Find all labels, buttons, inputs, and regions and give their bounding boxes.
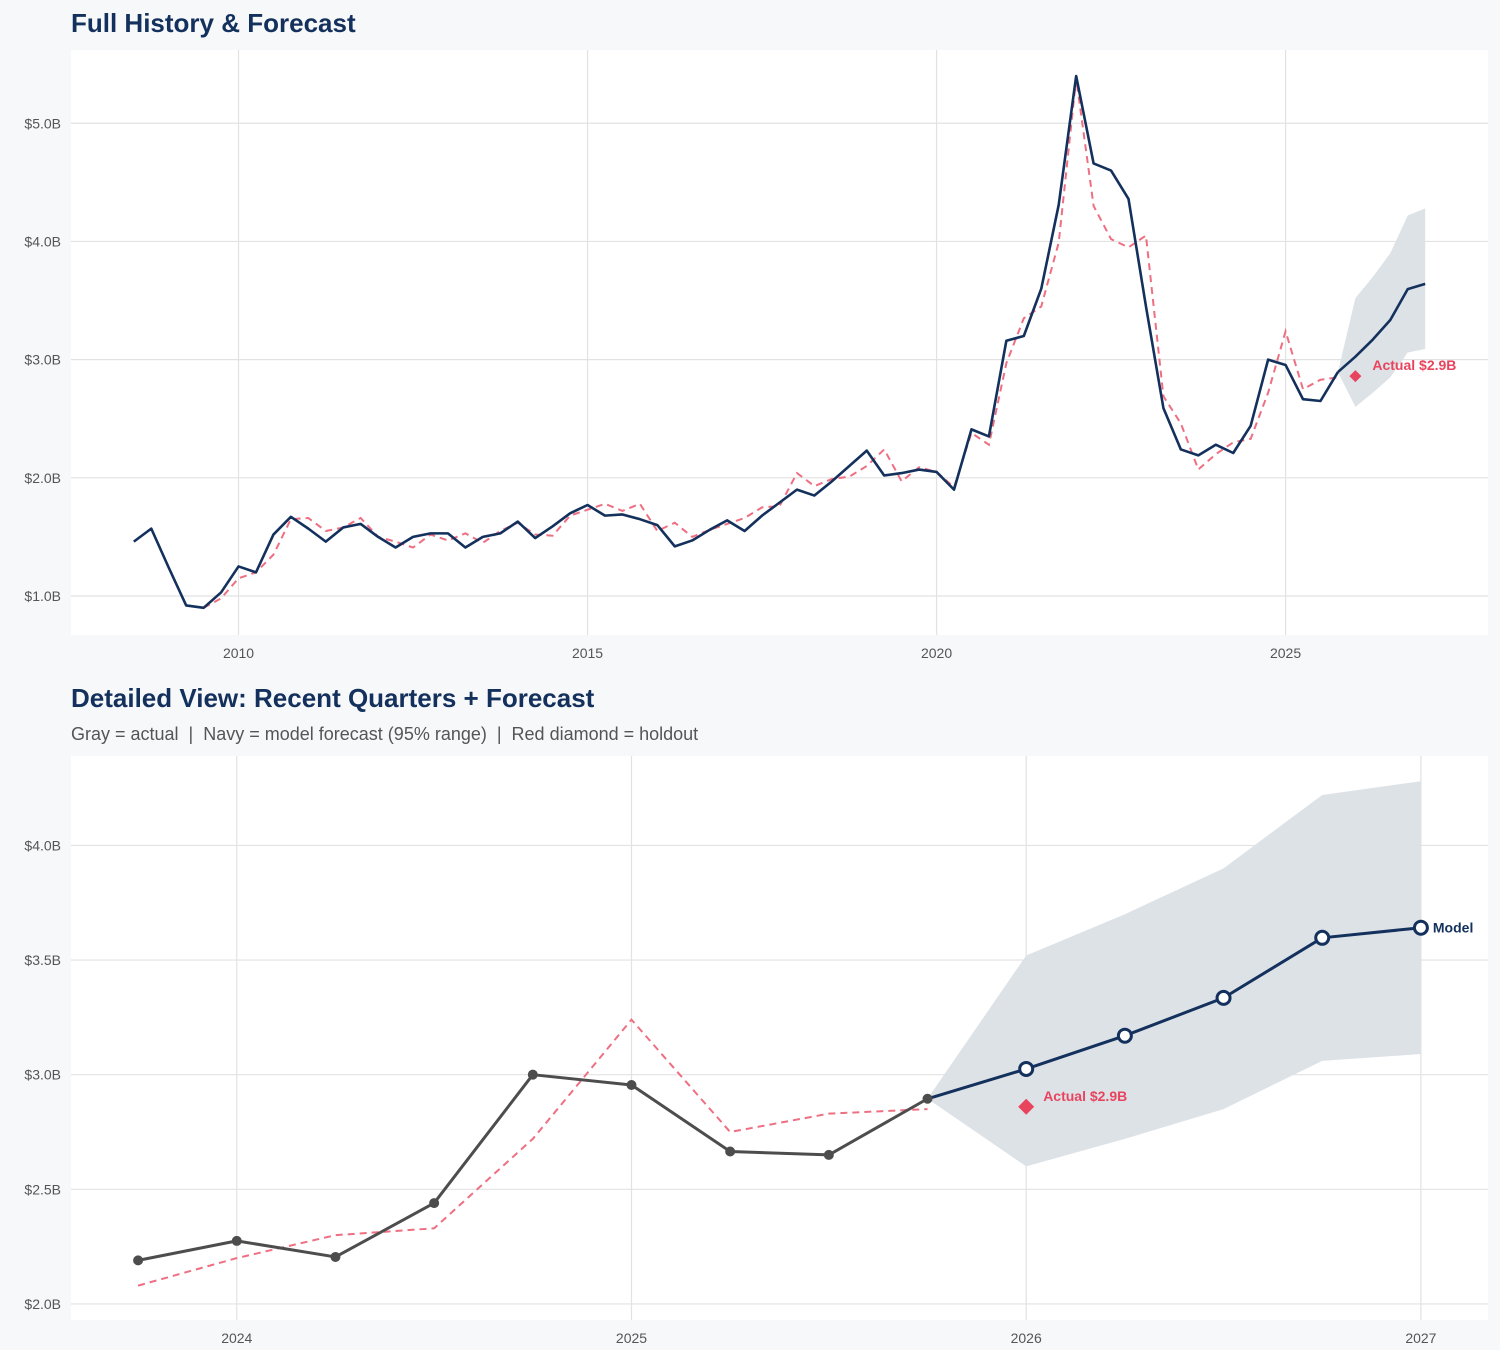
forecast-point (1116, 1027, 1133, 1044)
forecast-line (1337, 282, 1426, 374)
forecast-point (1314, 929, 1331, 946)
x-tick-label: 2024 (221, 1330, 252, 1346)
forecast-point (1018, 1060, 1035, 1077)
forecast-point (1215, 989, 1232, 1006)
actual-point (133, 1255, 144, 1266)
model-label: Model (1433, 920, 1473, 936)
actual-point (231, 1235, 242, 1246)
x-tick-label: 2025 (1270, 645, 1301, 661)
fitted-line (203, 78, 1339, 609)
actual-line (133, 74, 1340, 610)
holdout-diamond (1018, 1098, 1035, 1115)
bottom-chart-title: Detailed View: Recent Quarters + Forecas… (71, 683, 595, 713)
actual-point (330, 1251, 341, 1262)
y-tick-label: $3.5B (24, 952, 61, 968)
x-tick-label: 2025 (616, 1330, 647, 1346)
plot-area (71, 50, 1488, 635)
holdout-diamond (1349, 370, 1362, 383)
actual-point (626, 1080, 637, 1090)
actual-point (725, 1146, 736, 1157)
actual-point (823, 1149, 834, 1160)
holdout-label: Actual $2.9B (1372, 357, 1456, 373)
x-tick-label: 2020 (921, 645, 952, 661)
y-tick-label: $5.0B (24, 115, 61, 131)
y-tick-label: $3.0B (24, 352, 61, 368)
actual-point (922, 1093, 933, 1104)
y-tick-label: $2.0B (24, 1296, 61, 1312)
full-history-chart: $1.0B $2.0B $3.0B $4.0B $5.0B 2010 2015 2020 202… (24, 50, 1488, 661)
bottom-chart-subtitle: Gray = actual | Navy = model forecast (9… (71, 724, 698, 744)
forecast-point (1412, 919, 1429, 936)
actual-point (527, 1069, 538, 1080)
top-chart-title: Full History & Forecast (71, 8, 356, 38)
x-tick-label: 2010 (223, 645, 254, 661)
detailed-view-chart: $2.0B $2.5B $3.0B $3.5B $4.0B 2024 2025 2026 202… (24, 756, 1488, 1346)
y-tick-label: $2.0B (24, 470, 61, 486)
forecast-95-band (1337, 208, 1426, 407)
actual-point (429, 1198, 440, 1209)
y-tick-label: $3.0B (24, 1067, 61, 1083)
fitted-line (137, 1018, 928, 1287)
forecast-line (927, 926, 1422, 1101)
x-tick-label: 2026 (1011, 1330, 1042, 1346)
x-tick-label: 2015 (572, 645, 603, 661)
y-tick-label: $4.0B (24, 837, 61, 853)
y-tick-label: $2.5B (24, 1181, 61, 1197)
forecast-95-band (927, 781, 1421, 1167)
x-tick-label: 2027 (1405, 1330, 1436, 1346)
y-tick-label: $4.0B (24, 233, 61, 249)
y-tick-label: $1.0B (24, 588, 61, 604)
holdout-label: Actual $2.9B (1043, 1088, 1127, 1104)
